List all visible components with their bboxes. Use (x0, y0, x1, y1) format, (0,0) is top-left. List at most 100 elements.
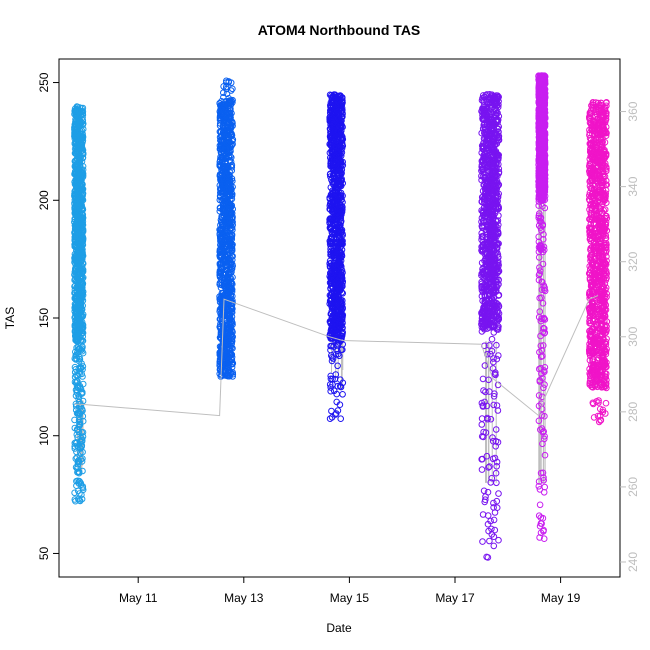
data-point (75, 457, 82, 464)
data-point (79, 114, 86, 121)
data-point (73, 252, 80, 260)
data-point (74, 173, 81, 181)
data-point (76, 139, 84, 147)
data-point (76, 157, 84, 165)
data-point (77, 363, 84, 371)
data-point (76, 382, 84, 390)
data-point (71, 157, 79, 165)
data-point (79, 170, 87, 177)
data-point (223, 330, 230, 337)
data-point (75, 423, 83, 431)
data-point (74, 130, 82, 137)
data-point (79, 483, 87, 490)
data-point (72, 149, 79, 157)
data-point (77, 233, 84, 240)
data-point (73, 107, 81, 114)
data-point (74, 269, 82, 277)
data-point (72, 260, 79, 268)
data-point (75, 295, 83, 302)
data-point (76, 248, 84, 255)
data-point (73, 448, 80, 456)
data-point (74, 458, 82, 465)
data-point (75, 395, 82, 403)
series-2 (216, 77, 237, 380)
data-point (79, 486, 87, 494)
data-point (78, 237, 86, 244)
data-point (73, 477, 80, 485)
data-point (76, 346, 83, 353)
data-point (75, 392, 82, 399)
data-point (74, 460, 82, 468)
data-point (76, 204, 84, 212)
data-point (79, 190, 87, 197)
data-point (79, 138, 86, 146)
data-point (76, 413, 83, 420)
data-point (78, 176, 85, 184)
data-point (73, 482, 80, 490)
data-point (74, 159, 82, 166)
data-point (74, 469, 81, 476)
data-point (71, 304, 78, 312)
data-point (77, 121, 84, 129)
data-point (72, 317, 80, 325)
data-point (77, 437, 84, 445)
data-point (76, 273, 84, 281)
data-point (75, 150, 83, 157)
data-point (77, 365, 84, 373)
data-point (217, 141, 225, 149)
data-point (78, 256, 86, 263)
data-point (216, 370, 223, 378)
data-point (72, 121, 80, 129)
data-point (79, 111, 87, 119)
data-point (72, 211, 79, 219)
data-point (71, 192, 78, 200)
data-point (76, 497, 83, 504)
data-point (72, 356, 80, 363)
data-point (73, 234, 80, 241)
plot-area (71, 72, 611, 561)
data-point (74, 285, 81, 292)
data-point (74, 291, 81, 299)
data-point (78, 220, 86, 227)
data-point (72, 371, 80, 379)
data-point (75, 313, 83, 321)
data-point (79, 321, 87, 329)
data-point (75, 306, 83, 313)
data-point (72, 204, 79, 212)
data-point (73, 103, 81, 110)
data-point (76, 199, 84, 207)
data-point (71, 489, 78, 497)
data-point (75, 398, 83, 406)
data-point (71, 496, 79, 503)
chart-title: ATOM4 Northbound TAS (258, 22, 421, 38)
data-point (79, 429, 87, 436)
data-point (74, 465, 81, 472)
data-point (79, 216, 86, 223)
data-point (75, 316, 83, 324)
data-point (75, 225, 83, 233)
data-point (74, 227, 81, 234)
data-point (79, 448, 86, 456)
data-point (71, 237, 79, 245)
data-point (73, 351, 80, 359)
data-point (77, 279, 84, 287)
data-point (71, 378, 79, 386)
data-point (74, 442, 81, 450)
data-point (75, 477, 83, 485)
data-point (74, 310, 81, 317)
data-point (73, 284, 80, 291)
data-point (78, 249, 85, 257)
data-point (227, 153, 234, 160)
data-point (72, 329, 79, 337)
series-1 (71, 103, 87, 505)
data-point (76, 160, 84, 168)
data-point (72, 386, 80, 394)
data-point (72, 180, 79, 187)
data-point (79, 412, 87, 420)
data-point (77, 302, 85, 310)
data-point (228, 305, 235, 313)
data-point (77, 298, 85, 306)
data-point (71, 416, 78, 424)
